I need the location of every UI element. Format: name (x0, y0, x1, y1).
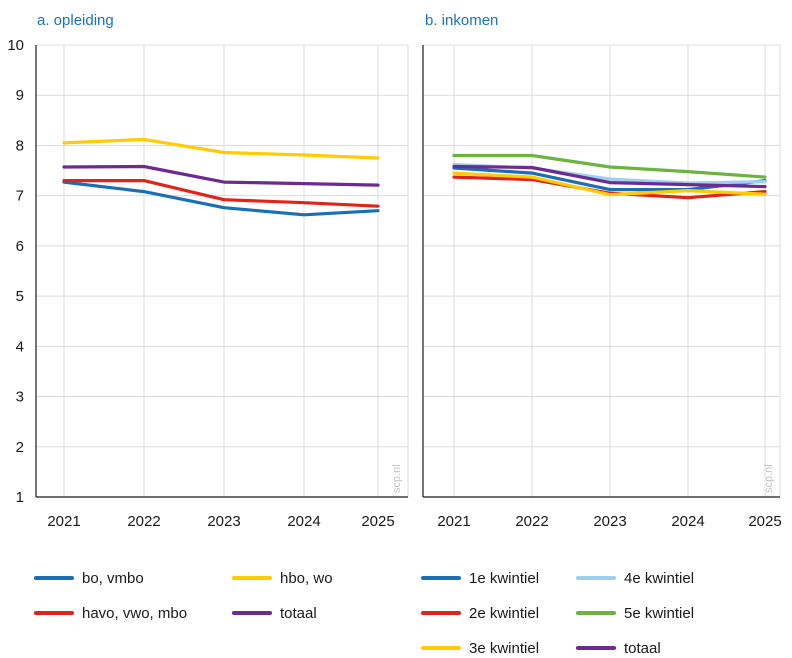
y-tick-label: 5 (16, 288, 24, 305)
legend-label: 2e kwintiel (469, 605, 539, 622)
legend-label: 3e kwintiel (469, 640, 539, 657)
series-line (62, 179, 380, 208)
series-line (452, 171, 767, 197)
series-line (452, 153, 767, 179)
legend-label: totaal (280, 605, 317, 622)
y-tick-label: 3 (16, 389, 24, 406)
x-tick-label: 2022 (515, 513, 548, 530)
x-tick-label: 2021 (437, 513, 470, 530)
y-tick-label: 1 (16, 489, 24, 506)
x-tick-label: 2023 (593, 513, 626, 530)
series-line (62, 180, 380, 217)
series-line (62, 137, 380, 160)
legend-label: 5e kwintiel (624, 605, 694, 622)
legend-label: hbo, wo (280, 570, 333, 587)
watermark: scp.nl (391, 464, 403, 493)
x-tick-label: 2025 (361, 513, 394, 530)
y-tick-label: 2 (16, 439, 24, 456)
y-tick-label: 8 (16, 137, 24, 154)
series-line (452, 164, 767, 189)
legend-label: totaal (624, 640, 661, 657)
legend-label: havo, vwo, mbo (82, 605, 187, 622)
x-tick-label: 2025 (748, 513, 781, 530)
x-tick-label: 2024 (287, 513, 320, 530)
panel-b: b. inkomen 2021 2022 2023 2024 2025 scp.nl 1e k… (421, 12, 782, 657)
x-tick-label: 2023 (207, 513, 240, 530)
legend-label: 4e kwintiel (624, 570, 694, 587)
y-tick-label: 9 (16, 87, 24, 104)
y-tick-label: 6 (16, 238, 24, 255)
watermark: scp.nl (763, 464, 775, 493)
panel-title: a. opleiding (37, 12, 114, 29)
panel-title: b. inkomen (425, 12, 498, 29)
x-tick-label: 2024 (671, 513, 704, 530)
panel-a: a. opleiding 1 2 3 4 5 6 7 8 9 10 2021 2022 2023 2024 2… (7, 12, 409, 622)
x-tick-label: 2021 (47, 513, 80, 530)
legend-label: 1e kwintiel (469, 570, 539, 587)
legend-label: bo, vmbo (82, 570, 144, 587)
series-line (62, 164, 380, 187)
y-tick-label: 10 (7, 37, 24, 54)
y-tick-label: 7 (16, 188, 24, 205)
y-tick-label: 4 (16, 338, 24, 355)
x-tick-label: 2022 (127, 513, 160, 530)
